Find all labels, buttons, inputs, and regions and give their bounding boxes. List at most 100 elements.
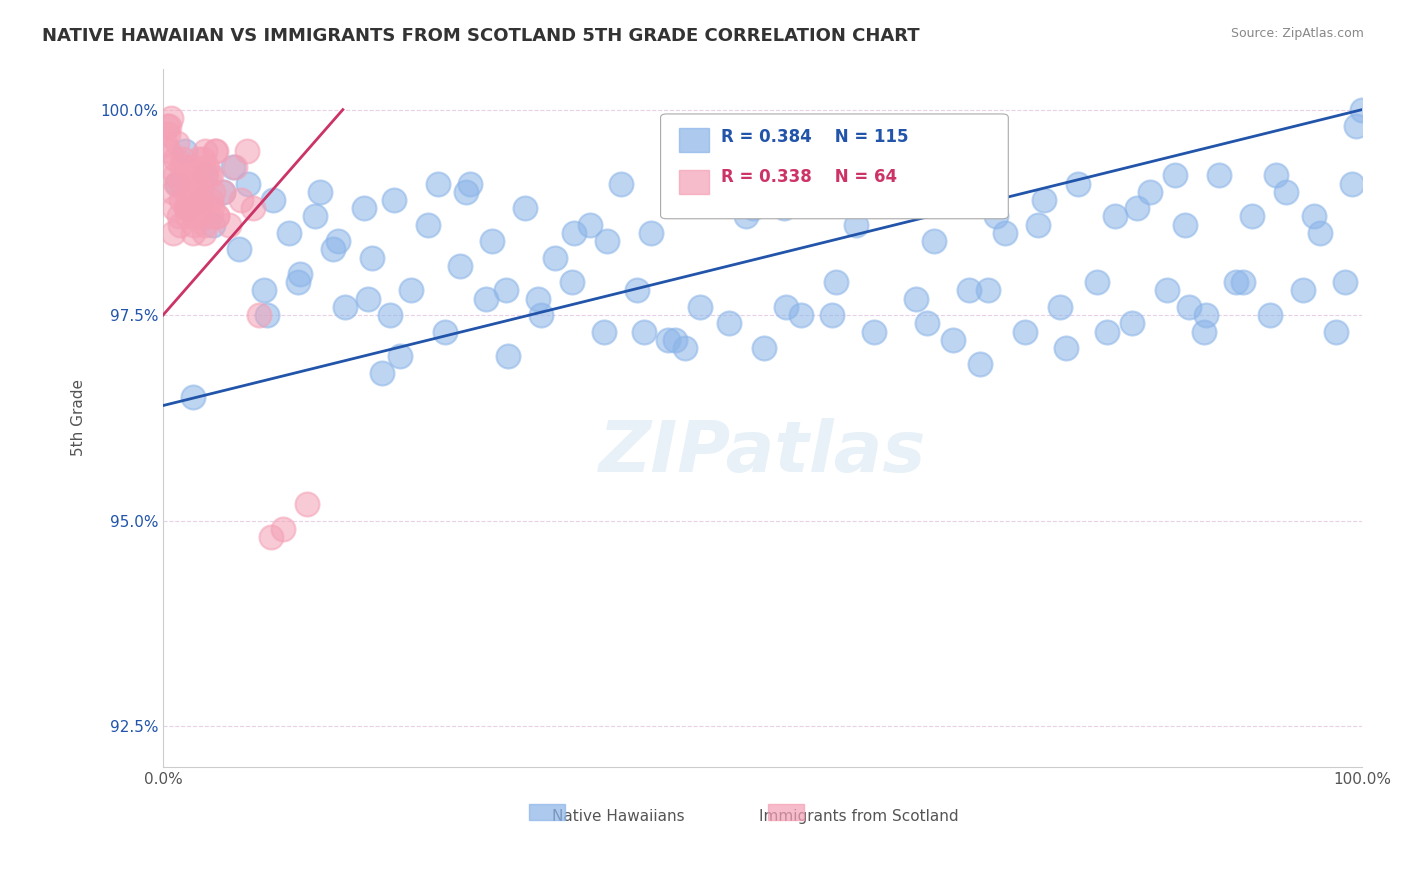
Point — [188, 193, 211, 207]
Point — [994, 226, 1017, 240]
Point — [1192, 325, 1215, 339]
Point — [218, 218, 240, 232]
Point — [371, 366, 394, 380]
Point — [734, 210, 756, 224]
Point — [689, 300, 711, 314]
Point — [458, 177, 481, 191]
Bar — [679, 128, 709, 153]
Text: Native Hawaiians: Native Hawaiians — [553, 809, 685, 824]
Point — [198, 210, 221, 224]
Point — [977, 284, 1000, 298]
Point — [821, 308, 844, 322]
Point — [915, 317, 938, 331]
Point — [1095, 325, 1118, 339]
Point — [155, 136, 177, 150]
Point — [673, 341, 696, 355]
Point — [212, 185, 235, 199]
Point — [886, 193, 908, 207]
Point — [194, 144, 217, 158]
Point — [986, 210, 1008, 224]
Point — [162, 185, 184, 199]
Point — [190, 193, 212, 207]
Point — [399, 284, 422, 298]
Point — [172, 160, 194, 174]
Point — [188, 185, 211, 199]
Point — [1054, 341, 1077, 355]
Point — [474, 292, 496, 306]
Point — [960, 185, 983, 199]
Point — [170, 193, 193, 207]
Point — [593, 325, 616, 339]
Point — [957, 284, 980, 298]
Point — [288, 267, 311, 281]
Point — [1341, 177, 1364, 191]
Text: ZIPatlas: ZIPatlas — [599, 418, 927, 487]
FancyBboxPatch shape — [661, 114, 1008, 219]
Point — [191, 152, 214, 166]
Point — [360, 251, 382, 265]
Point — [204, 144, 226, 158]
Point — [1275, 185, 1298, 199]
Point — [846, 185, 869, 199]
Point — [353, 201, 375, 215]
Point — [1178, 300, 1201, 314]
Point — [287, 275, 309, 289]
Point — [449, 259, 471, 273]
Point — [1164, 169, 1187, 183]
Point — [498, 349, 520, 363]
Point — [717, 317, 740, 331]
Point — [640, 226, 662, 240]
Point — [205, 210, 228, 224]
Point — [229, 193, 252, 207]
Point — [162, 226, 184, 240]
Point — [530, 308, 553, 322]
Point — [204, 144, 226, 158]
Point — [922, 234, 945, 248]
Point — [183, 218, 205, 232]
Point — [236, 144, 259, 158]
Point — [156, 128, 179, 142]
Point — [1208, 169, 1230, 183]
Point — [173, 160, 195, 174]
Point — [163, 152, 186, 166]
Point — [157, 119, 180, 133]
Point — [200, 169, 222, 183]
Point — [626, 284, 648, 298]
Point — [194, 169, 217, 183]
Point — [695, 185, 717, 199]
Point — [426, 177, 449, 191]
Point — [942, 333, 965, 347]
Point — [177, 193, 200, 207]
Point — [170, 177, 193, 191]
Point — [1225, 275, 1247, 289]
Point — [205, 210, 228, 224]
Point — [322, 243, 344, 257]
Point — [179, 177, 201, 191]
Point — [155, 119, 177, 133]
Point — [212, 185, 235, 199]
Point — [186, 177, 208, 191]
Point — [1258, 308, 1281, 322]
Point — [195, 169, 218, 183]
Point — [247, 308, 270, 322]
Text: Immigrants from Scotland: Immigrants from Scotland — [759, 809, 959, 824]
Point — [166, 136, 188, 150]
Point — [1173, 218, 1195, 232]
Point — [433, 325, 456, 339]
Point — [176, 201, 198, 215]
Point — [456, 185, 478, 199]
Point — [190, 193, 212, 207]
Point — [172, 152, 194, 166]
Point — [193, 226, 215, 240]
Text: NATIVE HAWAIIAN VS IMMIGRANTS FROM SCOTLAND 5TH GRADE CORRELATION CHART: NATIVE HAWAIIAN VS IMMIGRANTS FROM SCOTL… — [42, 27, 920, 45]
Point — [181, 390, 204, 404]
Bar — [529, 805, 565, 820]
Point — [260, 530, 283, 544]
Point — [1324, 325, 1347, 339]
Point — [357, 292, 380, 306]
Point — [202, 218, 225, 232]
Point — [703, 193, 725, 207]
Point — [236, 177, 259, 191]
Point — [775, 300, 797, 314]
Point — [741, 201, 763, 215]
